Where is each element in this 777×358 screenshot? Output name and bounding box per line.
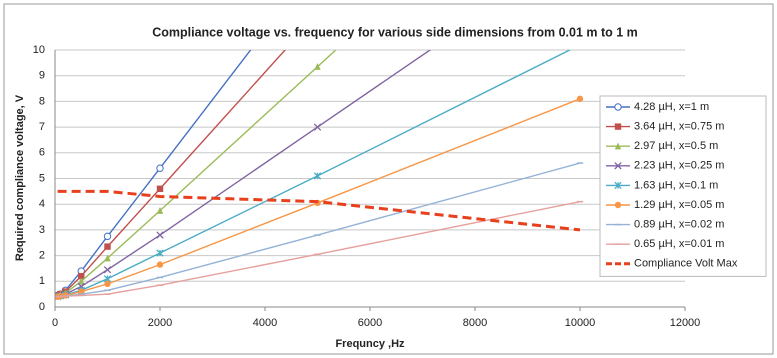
y-tick-label: 4 (39, 198, 45, 210)
point (78, 272, 85, 280)
point (614, 181, 622, 190)
y-tick-label: 3 (39, 224, 45, 236)
y-tick-label: 8 (39, 95, 45, 107)
point (156, 261, 164, 268)
legend-label: 2.23 µH, x=0.25 m (634, 160, 724, 172)
point (103, 266, 112, 274)
point (103, 232, 112, 241)
y-tick-label: 2 (39, 250, 45, 262)
point (614, 123, 622, 130)
y-tick-label: 1 (39, 275, 45, 287)
point (576, 95, 584, 103)
x-tick-label: 2000 (148, 317, 172, 329)
x-tick-label: 4000 (253, 317, 277, 329)
y-tick-label: 0 (39, 301, 45, 313)
legend-label: 0.65 µH, x=0.01 m (634, 238, 724, 250)
y-tick-label: 7 (39, 121, 45, 133)
plot-area (55, 50, 584, 301)
legend-label: 1.63 µH, x=0.1 m (634, 179, 718, 191)
x-tick-label: 6000 (358, 317, 382, 329)
x-tick-label: 8000 (463, 317, 487, 329)
point (156, 164, 164, 172)
series (57, 189, 581, 232)
point (156, 206, 164, 214)
chart-title: Compliance voltage vs. frequency for var… (152, 25, 638, 39)
point (313, 172, 322, 180)
series (55, 200, 584, 298)
legend: 4.28 µH, x=1 m 3.64 µH, x=0.75 m 2.97 µH, … (599, 95, 767, 277)
axes: 0 1 2 3 4 5 6 7 8 9 10 0 2000 4000 6000 8000 10000 12000 (33, 44, 701, 329)
point (104, 280, 111, 288)
x-tick-label: 12000 (670, 317, 701, 329)
y-axis-label: Required compliance voltage, V (14, 94, 26, 261)
point (156, 185, 164, 192)
x-axis-label: Frequncy ,Hz (335, 338, 405, 350)
legend-label: 2.97 µH, x=0.5 m (634, 140, 718, 152)
point (313, 123, 322, 131)
point (614, 103, 622, 111)
point (614, 142, 622, 150)
x-tick-label: 10000 (565, 317, 596, 329)
point (78, 277, 85, 285)
point (156, 249, 164, 257)
point (104, 254, 111, 262)
legend-label: Compliance Volt Max (634, 258, 738, 270)
y-tick-label: 9 (39, 70, 45, 82)
point (614, 162, 622, 170)
legend-label: 1.29 µH, x=0.05 m (634, 199, 724, 211)
point (104, 243, 111, 250)
y-tick-label: 5 (39, 172, 45, 184)
legend-label: 0.89 µH, x=0.02 m (634, 219, 724, 231)
point (78, 288, 85, 295)
legend-label: 4.28 µH, x=1 m (634, 101, 709, 113)
point (314, 63, 321, 70)
point (156, 231, 164, 239)
y-tick-label: 6 (39, 147, 45, 159)
y-tick-label: 10 (33, 44, 45, 56)
x-tick-label: 0 (52, 317, 58, 329)
legend-label: 3.64 µH, x=0.75 m (634, 121, 724, 133)
series-line (57, 189, 581, 232)
point (614, 201, 622, 209)
